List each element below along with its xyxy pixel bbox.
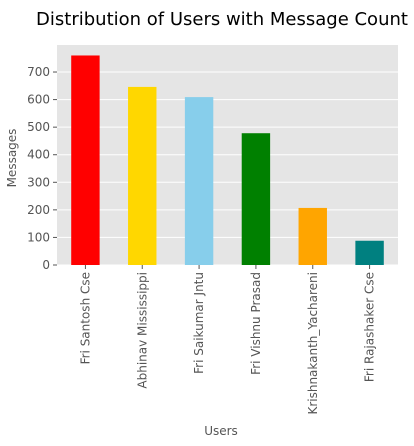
y-tick-label: 300 xyxy=(27,175,50,189)
y-tick-label: 700 xyxy=(27,65,50,79)
y-tick-label: 400 xyxy=(27,148,50,162)
bar-4 xyxy=(298,207,327,265)
y-tick-label: 600 xyxy=(27,93,50,107)
y-axis-ticks: 0 100 200 300 400 500 600 700 xyxy=(27,65,57,272)
x-tick-label: Fri Saikumar Jntu xyxy=(192,272,206,374)
y-axis-label: Messages xyxy=(5,129,19,188)
x-tick-label: Krishnakanth_Yachareni xyxy=(306,272,320,415)
x-tick-label: Fri Santosh Cse xyxy=(78,272,92,364)
x-axis-ticks: Fri Santosh Cse Abhinav Mississippi Fri Sa… xyxy=(78,265,377,415)
x-tick-label: Abhinav Mississippi xyxy=(135,272,149,389)
y-tick-label: 0 xyxy=(42,258,50,272)
bar-5 xyxy=(355,240,384,265)
chart-title: Distribution of Users with Message Count xyxy=(36,9,408,30)
grid-lines xyxy=(57,71,398,266)
bar-0 xyxy=(71,55,100,265)
x-axis-label: Users xyxy=(204,424,238,438)
bar-3 xyxy=(241,133,271,265)
y-tick-label: 100 xyxy=(27,230,50,244)
x-tick-label: Fri Vishnu Prasad xyxy=(249,272,263,375)
bar-1 xyxy=(128,86,157,266)
y-tick-label: 200 xyxy=(27,203,50,217)
bars xyxy=(71,55,384,266)
y-tick-label: 500 xyxy=(27,120,50,134)
bar-2 xyxy=(184,97,214,266)
x-tick-label: Fri Rajashaker Cse xyxy=(363,272,377,382)
